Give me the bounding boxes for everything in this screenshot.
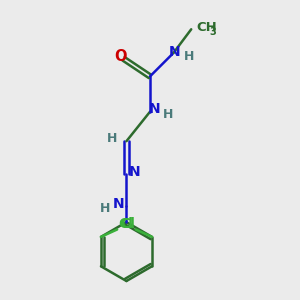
Text: CH: CH	[196, 21, 217, 34]
Text: Cl: Cl	[120, 217, 135, 231]
Text: N: N	[168, 45, 180, 59]
Text: H: H	[100, 202, 110, 215]
Text: 3: 3	[209, 27, 216, 37]
Text: H: H	[184, 50, 194, 63]
Text: N: N	[112, 197, 124, 212]
Text: N: N	[148, 102, 160, 116]
Text: O: O	[114, 49, 127, 64]
Text: H: H	[107, 132, 118, 145]
Text: Cl: Cl	[118, 217, 133, 231]
Text: H: H	[163, 108, 173, 121]
Text: N: N	[129, 165, 140, 179]
